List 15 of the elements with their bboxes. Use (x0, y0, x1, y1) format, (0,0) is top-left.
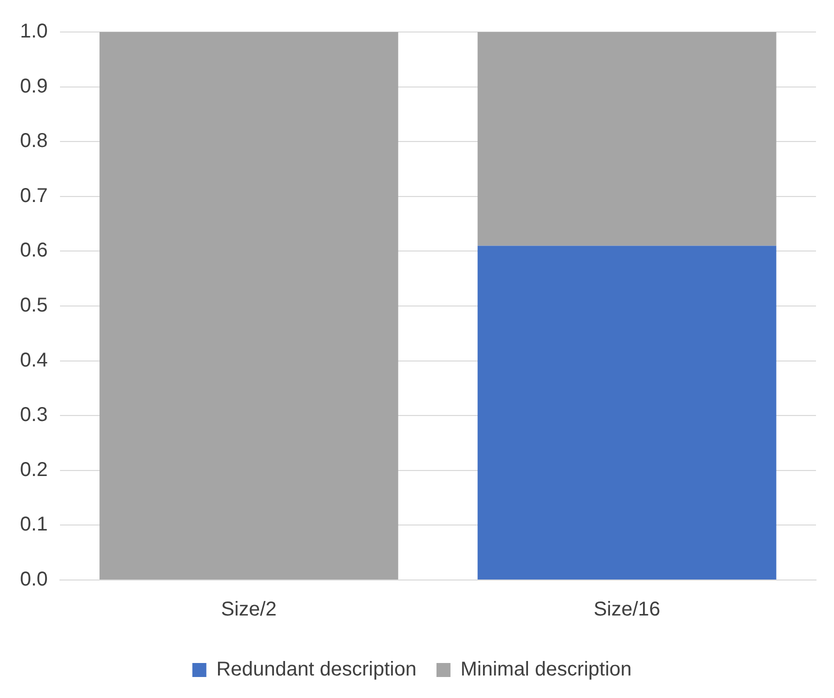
legend-label: Minimal description (460, 658, 632, 681)
y-tick-label: 0.5 (20, 294, 48, 317)
y-tick-label: 0.9 (20, 75, 48, 98)
y-tick-label: 1.0 (20, 20, 48, 43)
y-tick-label: 0.7 (20, 184, 48, 207)
x-tick-label: Size/2 (221, 598, 277, 621)
y-tick-label: 0.0 (20, 568, 48, 591)
x-tick-label: Size/16 (594, 598, 660, 621)
y-tick-label: 0.1 (20, 514, 48, 536)
y-tick-label: 0.8 (20, 130, 48, 152)
y-tick-label: 0.3 (20, 404, 48, 426)
legend-label: Redundant description (216, 658, 416, 681)
y-tick-label: 0.6 (20, 240, 48, 262)
y-tick-label: 0.2 (20, 458, 48, 481)
y-tick-label: 0.4 (20, 349, 48, 372)
